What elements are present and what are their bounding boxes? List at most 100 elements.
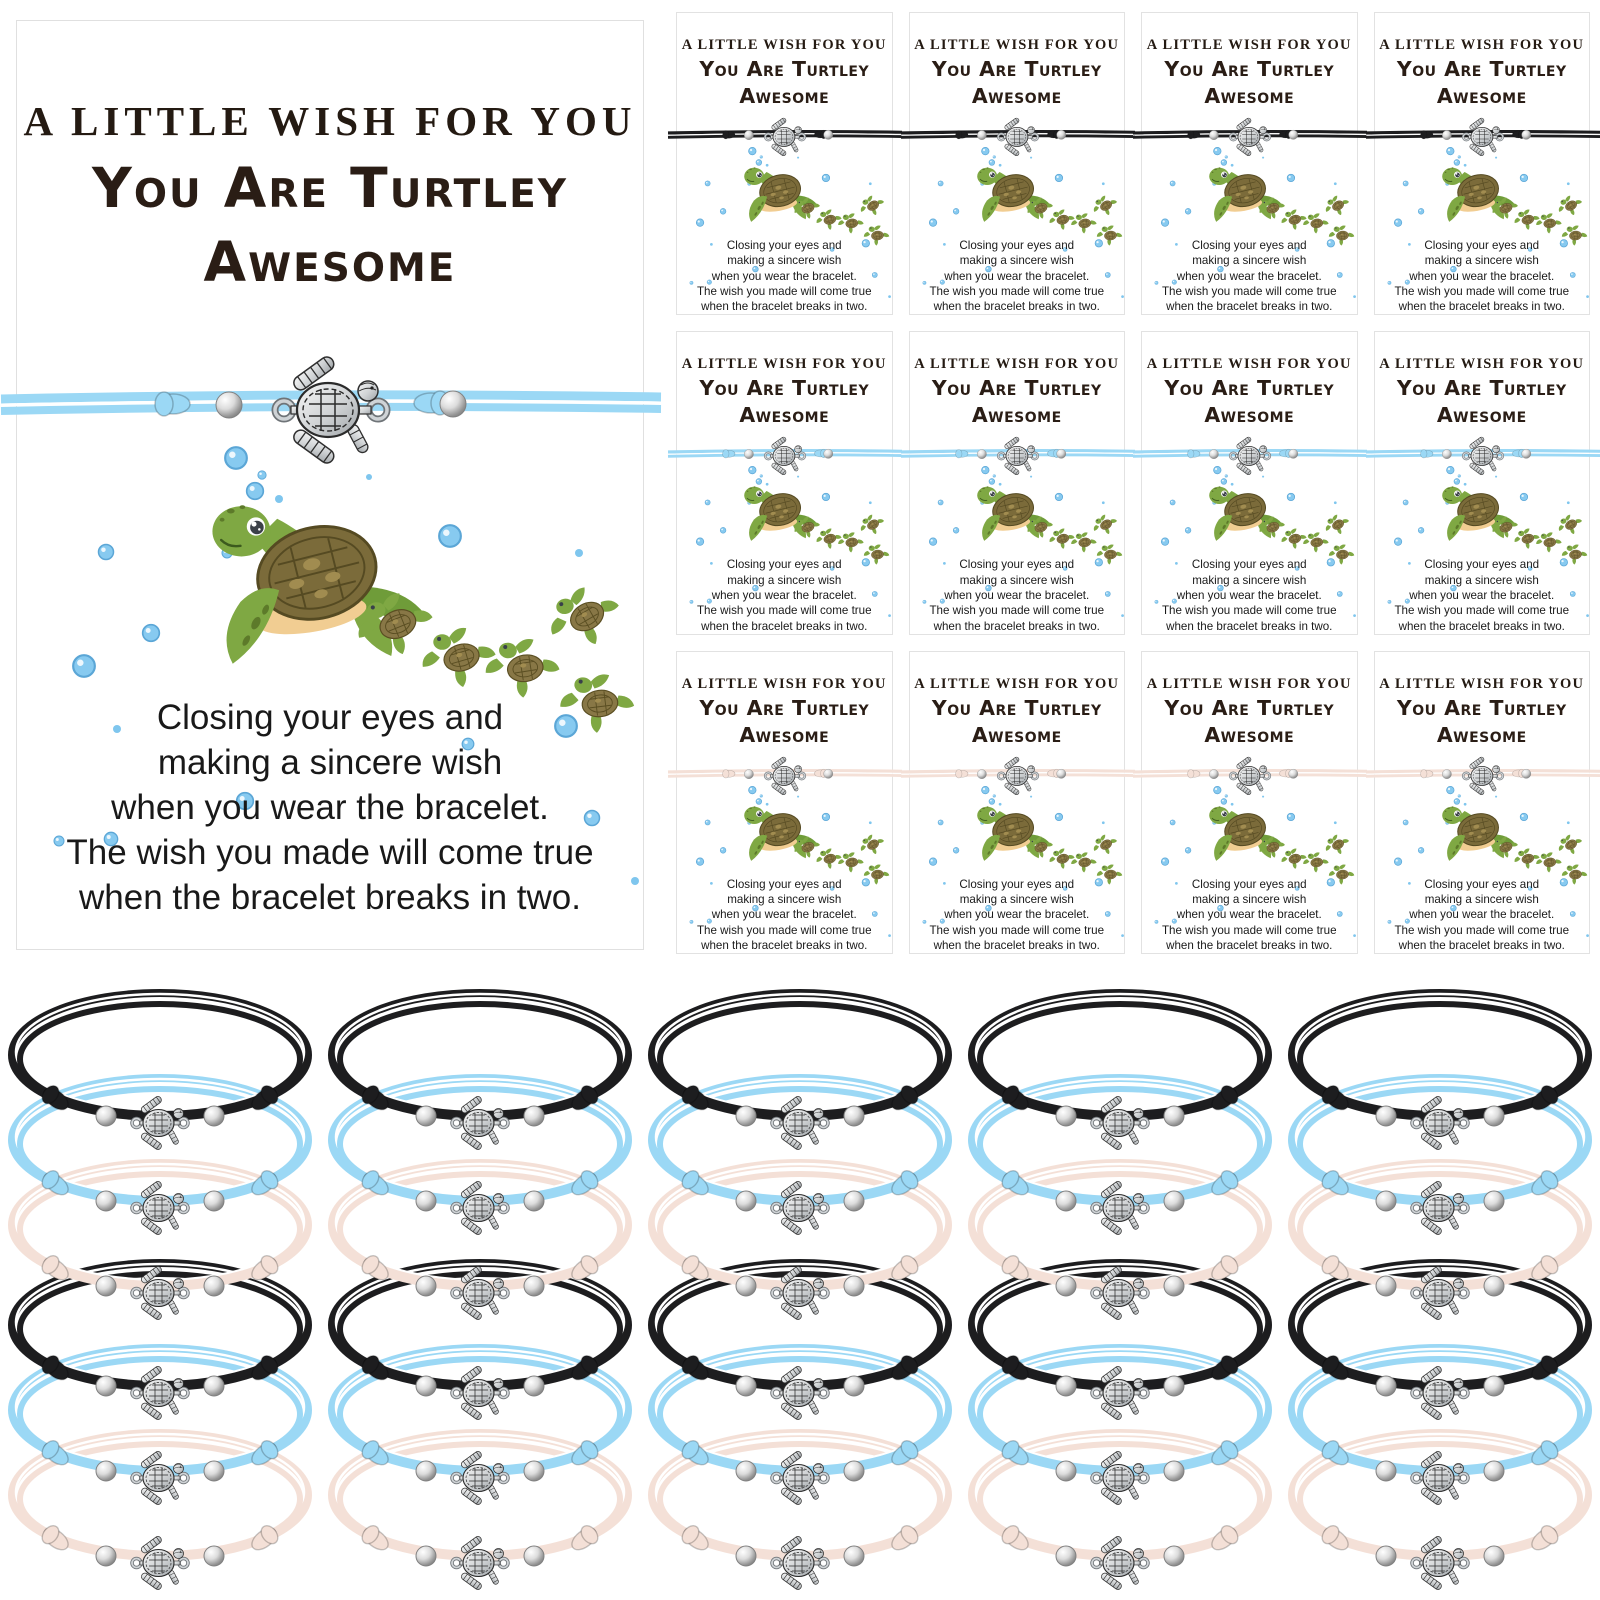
- wish-text: Closing your eyes and making a sincere w…: [910, 877, 1125, 953]
- card-heading: A LITTLE WISH FOR YOU: [1146, 37, 1352, 53]
- wish-line: when the bracelet breaks in two.: [1398, 619, 1565, 633]
- wish-line: when you wear the bracelet.: [111, 788, 549, 827]
- wish-line: making a sincere wish: [727, 892, 842, 906]
- mini-wish-card: A LITTLE WISH FOR YOU You Are Turtley Aw…: [1141, 650, 1358, 954]
- wish-line: when you wear the bracelet.: [711, 908, 857, 922]
- turtle-bracelet-black: [0, 975, 320, 1175]
- wish-text: Closing your eyes and making a sincere w…: [910, 557, 1125, 633]
- mini-wish-card: A LITTLE WISH FOR YOU You Are Turtley Aw…: [1374, 331, 1591, 635]
- wish-line: making a sincere wish: [1192, 892, 1307, 906]
- card-title-line2: Awesome: [971, 403, 1062, 428]
- card-heading: A LITTLE WISH FOR YOU: [1146, 356, 1352, 373]
- turtle-bracelet-black: [640, 975, 960, 1175]
- bracelet-stack: [320, 975, 640, 1375]
- wish-line: The wish you made will come true: [66, 833, 594, 872]
- wish-line: making a sincere wish: [1192, 573, 1307, 587]
- wish-line: The wish you made will come true: [1161, 923, 1337, 937]
- mini-wish-card: A LITTLE WISH FOR YOU You Are Turtley Aw…: [909, 12, 1126, 316]
- card-title-line1: You Are Turtley: [699, 57, 870, 81]
- wish-text: Closing your eyes and making a sincere w…: [677, 877, 892, 953]
- wish-line: The wish you made will come true: [696, 923, 872, 937]
- wish-line: when the bracelet breaks in two.: [933, 300, 1100, 314]
- wish-line: when you wear the bracelet.: [1409, 269, 1555, 283]
- wish-line: Closing your eyes and: [1424, 558, 1540, 572]
- wish-line: Closing your eyes and: [726, 558, 842, 572]
- wish-text: Closing your eyes and making a sincere w…: [677, 557, 892, 633]
- wish-line: when you wear the bracelet.: [1409, 908, 1555, 922]
- mini-wish-card: A LITTLE WISH FOR YOU You Are Turtley Aw…: [1141, 331, 1358, 635]
- wish-line: when you wear the bracelet.: [711, 269, 857, 283]
- wish-line: The wish you made will come true: [1161, 604, 1337, 618]
- bracelet-stack: [1280, 975, 1600, 1375]
- wish-line: when the bracelet breaks in two.: [79, 878, 581, 917]
- wish-line: making a sincere wish: [959, 573, 1074, 587]
- card-title-line2: Awesome: [203, 230, 457, 294]
- card-title-line1: You Are Turtley: [1396, 695, 1567, 720]
- wish-text: Closing your eyes and making a sincere w…: [1142, 557, 1357, 633]
- card-heading: A LITTLE WISH FOR YOU: [914, 37, 1120, 53]
- card-title-line1: You Are Turtley: [1164, 695, 1335, 720]
- card-title-line1: You Are Turtley: [1164, 57, 1335, 81]
- card-heading: A LITTLE WISH FOR YOU: [23, 98, 637, 144]
- mini-wish-card: A LITTLE WISH FOR YOU You Are Turtley Aw…: [1374, 650, 1591, 954]
- card-heading: A LITTLE WISH FOR YOU: [681, 675, 887, 692]
- card-title-line2: Awesome: [1436, 722, 1527, 747]
- wish-line: The wish you made will come true: [1161, 284, 1337, 298]
- wish-line: The wish you made will come true: [1394, 604, 1570, 618]
- wish-line: making a sincere wish: [727, 254, 842, 268]
- card-heading: A LITTLE WISH FOR YOU: [1146, 675, 1352, 692]
- card-title-line1: You Are Turtley: [1396, 57, 1567, 81]
- wish-line: when the bracelet breaks in two.: [1398, 938, 1565, 952]
- wish-line: making a sincere wish: [1192, 254, 1307, 268]
- wish-line: The wish you made will come true: [696, 284, 872, 298]
- card-title-line1: You Are Turtley: [931, 695, 1102, 720]
- card-title-line2: Awesome: [739, 403, 830, 428]
- main-wish-card: A LITTLE WISH FOR YOU You Are Turtley Aw…: [16, 20, 644, 950]
- wish-line: when you wear the bracelet.: [944, 908, 1090, 922]
- wish-line: Closing your eyes and: [156, 698, 504, 737]
- wish-line: when the bracelet breaks in two.: [1166, 938, 1333, 952]
- bracelet-stack: [640, 975, 960, 1375]
- card-heading: A LITTLE WISH FOR YOU: [914, 675, 1120, 692]
- wish-line: Closing your eyes and: [959, 239, 1075, 252]
- wish-line: when you wear the bracelet.: [1176, 908, 1322, 922]
- card-title-line1: You Are Turtley: [1164, 376, 1335, 401]
- wish-line: making a sincere wish: [959, 892, 1074, 906]
- mini-wish-card: A LITTLE WISH FOR YOU You Are Turtley Aw…: [676, 12, 893, 316]
- card-title-line1: You Are Turtley: [699, 376, 870, 401]
- mini-wish-card: A LITTLE WISH FOR YOU You Are Turtley Aw…: [909, 650, 1126, 954]
- wish-line: making a sincere wish: [1424, 573, 1539, 587]
- wish-line: when the bracelet breaks in two.: [701, 938, 868, 952]
- wish-line: Closing your eyes and: [1424, 877, 1540, 891]
- wish-line: Closing your eyes and: [726, 877, 842, 891]
- card-title-line2: Awesome: [1436, 84, 1527, 108]
- wish-line: making a sincere wish: [1424, 254, 1539, 268]
- wish-text: Closing your eyes and making a sincere w…: [17, 695, 643, 920]
- wish-line: when you wear the bracelet.: [711, 588, 857, 602]
- wish-line: when you wear the bracelet.: [944, 269, 1090, 283]
- wish-line: when the bracelet breaks in two.: [933, 619, 1100, 633]
- card-title-line2: Awesome: [1204, 84, 1295, 108]
- wish-line: The wish you made will come true: [1394, 284, 1570, 298]
- turtle-bracelet-black: [1280, 975, 1600, 1175]
- card-heading: A LITTLE WISH FOR YOU: [914, 356, 1120, 373]
- mini-wish-card: A LITTLE WISH FOR YOU You Are Turtley Aw…: [909, 331, 1126, 635]
- wish-line: The wish you made will come true: [929, 604, 1105, 618]
- card-heading: A LITTLE WISH FOR YOU: [681, 37, 887, 53]
- wish-line: making a sincere wish: [157, 743, 503, 782]
- turtle-bracelet-black: [320, 975, 640, 1175]
- mini-wish-card: A LITTLE WISH FOR YOU You Are Turtley Aw…: [676, 650, 893, 954]
- wish-line: when the bracelet breaks in two.: [701, 619, 868, 633]
- mini-card-grid: A LITTLE WISH FOR YOU You Are Turtley Aw…: [676, 12, 1590, 954]
- wish-text: Closing your eyes and making a sincere w…: [1375, 557, 1590, 633]
- wish-line: when you wear the bracelet.: [1176, 588, 1322, 602]
- wish-text: Closing your eyes and making a sincere w…: [1375, 238, 1590, 314]
- wish-line: when the bracelet breaks in two.: [1166, 300, 1333, 314]
- card-title-line1: You Are Turtley: [699, 695, 870, 720]
- card-title-line2: Awesome: [1436, 403, 1527, 428]
- card-title-line2: Awesome: [1204, 403, 1295, 428]
- wish-line: The wish you made will come true: [696, 604, 872, 618]
- wish-line: when you wear the bracelet.: [944, 588, 1090, 602]
